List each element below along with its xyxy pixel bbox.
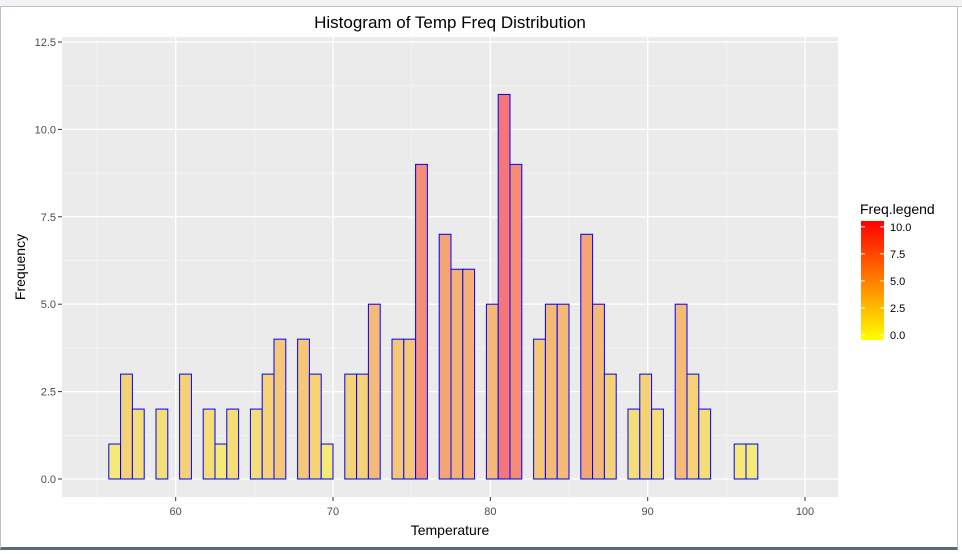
histogram-bar [651,408,664,480]
histogram-bar [639,373,653,480]
plot-frame [0,6,958,550]
x-tick-label: 70 [327,506,339,518]
legend-tick-label: 0.0 [890,330,905,342]
histogram-bar [544,303,558,480]
x-tick-label: 60 [170,506,182,518]
histogram-bar [344,373,358,480]
histogram-bar [403,338,417,480]
y-tick-label: 7.5 [41,212,56,224]
x-tick-label: 100 [796,506,814,518]
histogram-bar [202,408,216,480]
histogram-bar [297,338,310,480]
histogram-bar [592,303,605,480]
histogram-bar [450,268,464,480]
histogram-bar [108,443,122,480]
y-tick-label: 2.5 [41,387,56,399]
histogram-bar [627,408,641,480]
histogram-bar [131,408,145,480]
histogram-bar [509,163,523,480]
histogram-bar [120,373,133,480]
histogram-bar [533,338,546,480]
legend-title: Freq.legend [860,201,935,217]
histogram-bar [698,408,712,480]
legend-tick-label: 5.0 [890,276,905,288]
legend-colorbar [861,221,884,340]
histogram-bar [179,373,192,480]
histogram-bar [485,303,499,480]
histogram-bar [580,233,594,480]
legend-tick-label: 2.5 [890,303,905,315]
histogram-bar [214,443,228,480]
y-tick-label: 12.5 [35,37,56,49]
histogram-bar [733,443,747,480]
histogram-bar [226,408,240,480]
histogram-bar [745,443,759,480]
histogram-bar [438,233,452,480]
x-tick-label: 90 [642,506,654,518]
histogram-bar [155,408,169,480]
histogram-bar [603,373,617,480]
histogram-bar [367,303,381,480]
legend-tick-label: 7.5 [890,249,905,261]
x-tick-label: 80 [484,506,496,518]
chart-title: Histogram of Temp Freq Distribution [314,13,586,32]
histogram-bar [462,268,476,480]
y-tick-label: 5.0 [41,299,56,311]
histogram-bar [674,303,688,480]
histogram-bar [497,93,511,480]
histogram-bar [273,338,287,480]
histogram-bar [249,408,263,480]
histogram-bar [556,303,570,480]
histogram-bar [415,163,428,480]
histogram-bar [356,373,369,480]
y-tick-label: 0.0 [41,474,56,486]
y-tick-label: 10.0 [35,124,56,136]
histogram-bar [686,373,700,480]
y-axis-title: Frequency [12,234,28,300]
histogram-bar [391,338,405,480]
histogram-bar [261,373,275,480]
histogram-bar [308,373,322,480]
x-axis-title: Temperature [411,522,490,538]
histogram-bar [320,443,334,480]
legend-tick-label: 10.0 [890,222,911,234]
